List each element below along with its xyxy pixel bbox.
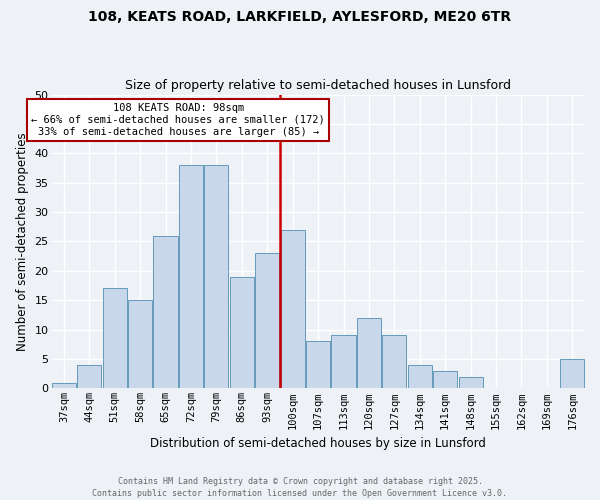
- Bar: [458, 376, 482, 388]
- Text: 108 KEATS ROAD: 98sqm
← 66% of semi-detached houses are smaller (172)
33% of sem: 108 KEATS ROAD: 98sqm ← 66% of semi-deta…: [31, 104, 325, 136]
- Bar: [306, 342, 330, 388]
- Bar: [103, 288, 127, 388]
- Text: 108, KEATS ROAD, LARKFIELD, AYLESFORD, ME20 6TR: 108, KEATS ROAD, LARKFIELD, AYLESFORD, M…: [88, 10, 512, 24]
- Title: Size of property relative to semi-detached houses in Lunsford: Size of property relative to semi-detach…: [125, 79, 511, 92]
- Bar: [560, 359, 584, 388]
- Y-axis label: Number of semi-detached properties: Number of semi-detached properties: [16, 132, 29, 351]
- X-axis label: Distribution of semi-detached houses by size in Lunsford: Distribution of semi-detached houses by …: [150, 437, 486, 450]
- Bar: [179, 165, 203, 388]
- Bar: [230, 276, 254, 388]
- Bar: [255, 253, 280, 388]
- Bar: [382, 336, 406, 388]
- Bar: [154, 236, 178, 388]
- Bar: [77, 365, 101, 388]
- Bar: [281, 230, 305, 388]
- Bar: [128, 300, 152, 388]
- Bar: [407, 365, 432, 388]
- Bar: [205, 165, 229, 388]
- Bar: [331, 336, 356, 388]
- Bar: [357, 318, 381, 388]
- Bar: [52, 382, 76, 388]
- Text: Contains HM Land Registry data © Crown copyright and database right 2025.
Contai: Contains HM Land Registry data © Crown c…: [92, 476, 508, 498]
- Bar: [433, 371, 457, 388]
